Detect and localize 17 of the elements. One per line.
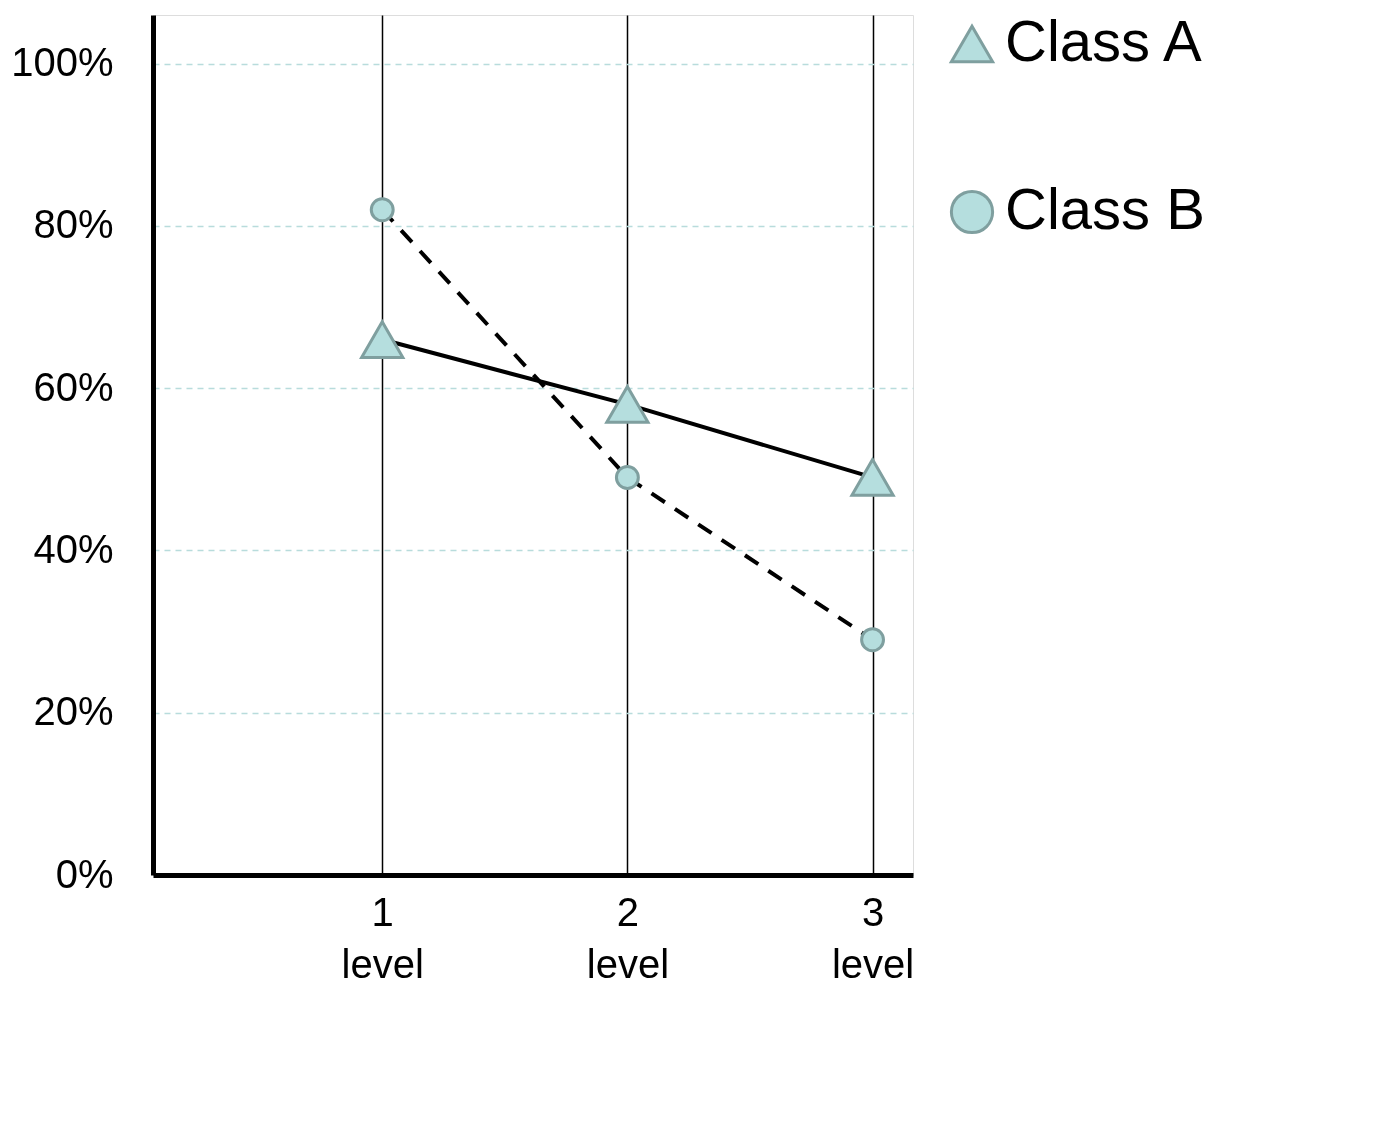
- point: [614, 465, 640, 490]
- legend-label: Class B: [1005, 176, 1205, 241]
- point: [860, 627, 885, 653]
- x-tick-label: 3 level: [831, 889, 915, 986]
- point: [369, 197, 395, 223]
- y-tick-label: 0%: [55, 851, 114, 896]
- y-tick-label: 100%: [11, 40, 114, 85]
- x-tick-label: 1 level: [341, 889, 424, 986]
- point: [360, 320, 405, 359]
- y-tick-label: 60%: [33, 364, 114, 409]
- point: [605, 385, 650, 424]
- point: [850, 458, 895, 497]
- y-tick-label: 20%: [33, 689, 114, 734]
- y-tick-label: 80%: [33, 202, 114, 247]
- y-tick-label: 40%: [33, 526, 114, 571]
- legend-label: Class A: [1005, 8, 1202, 73]
- x-tick-label: 2 level: [586, 889, 670, 986]
